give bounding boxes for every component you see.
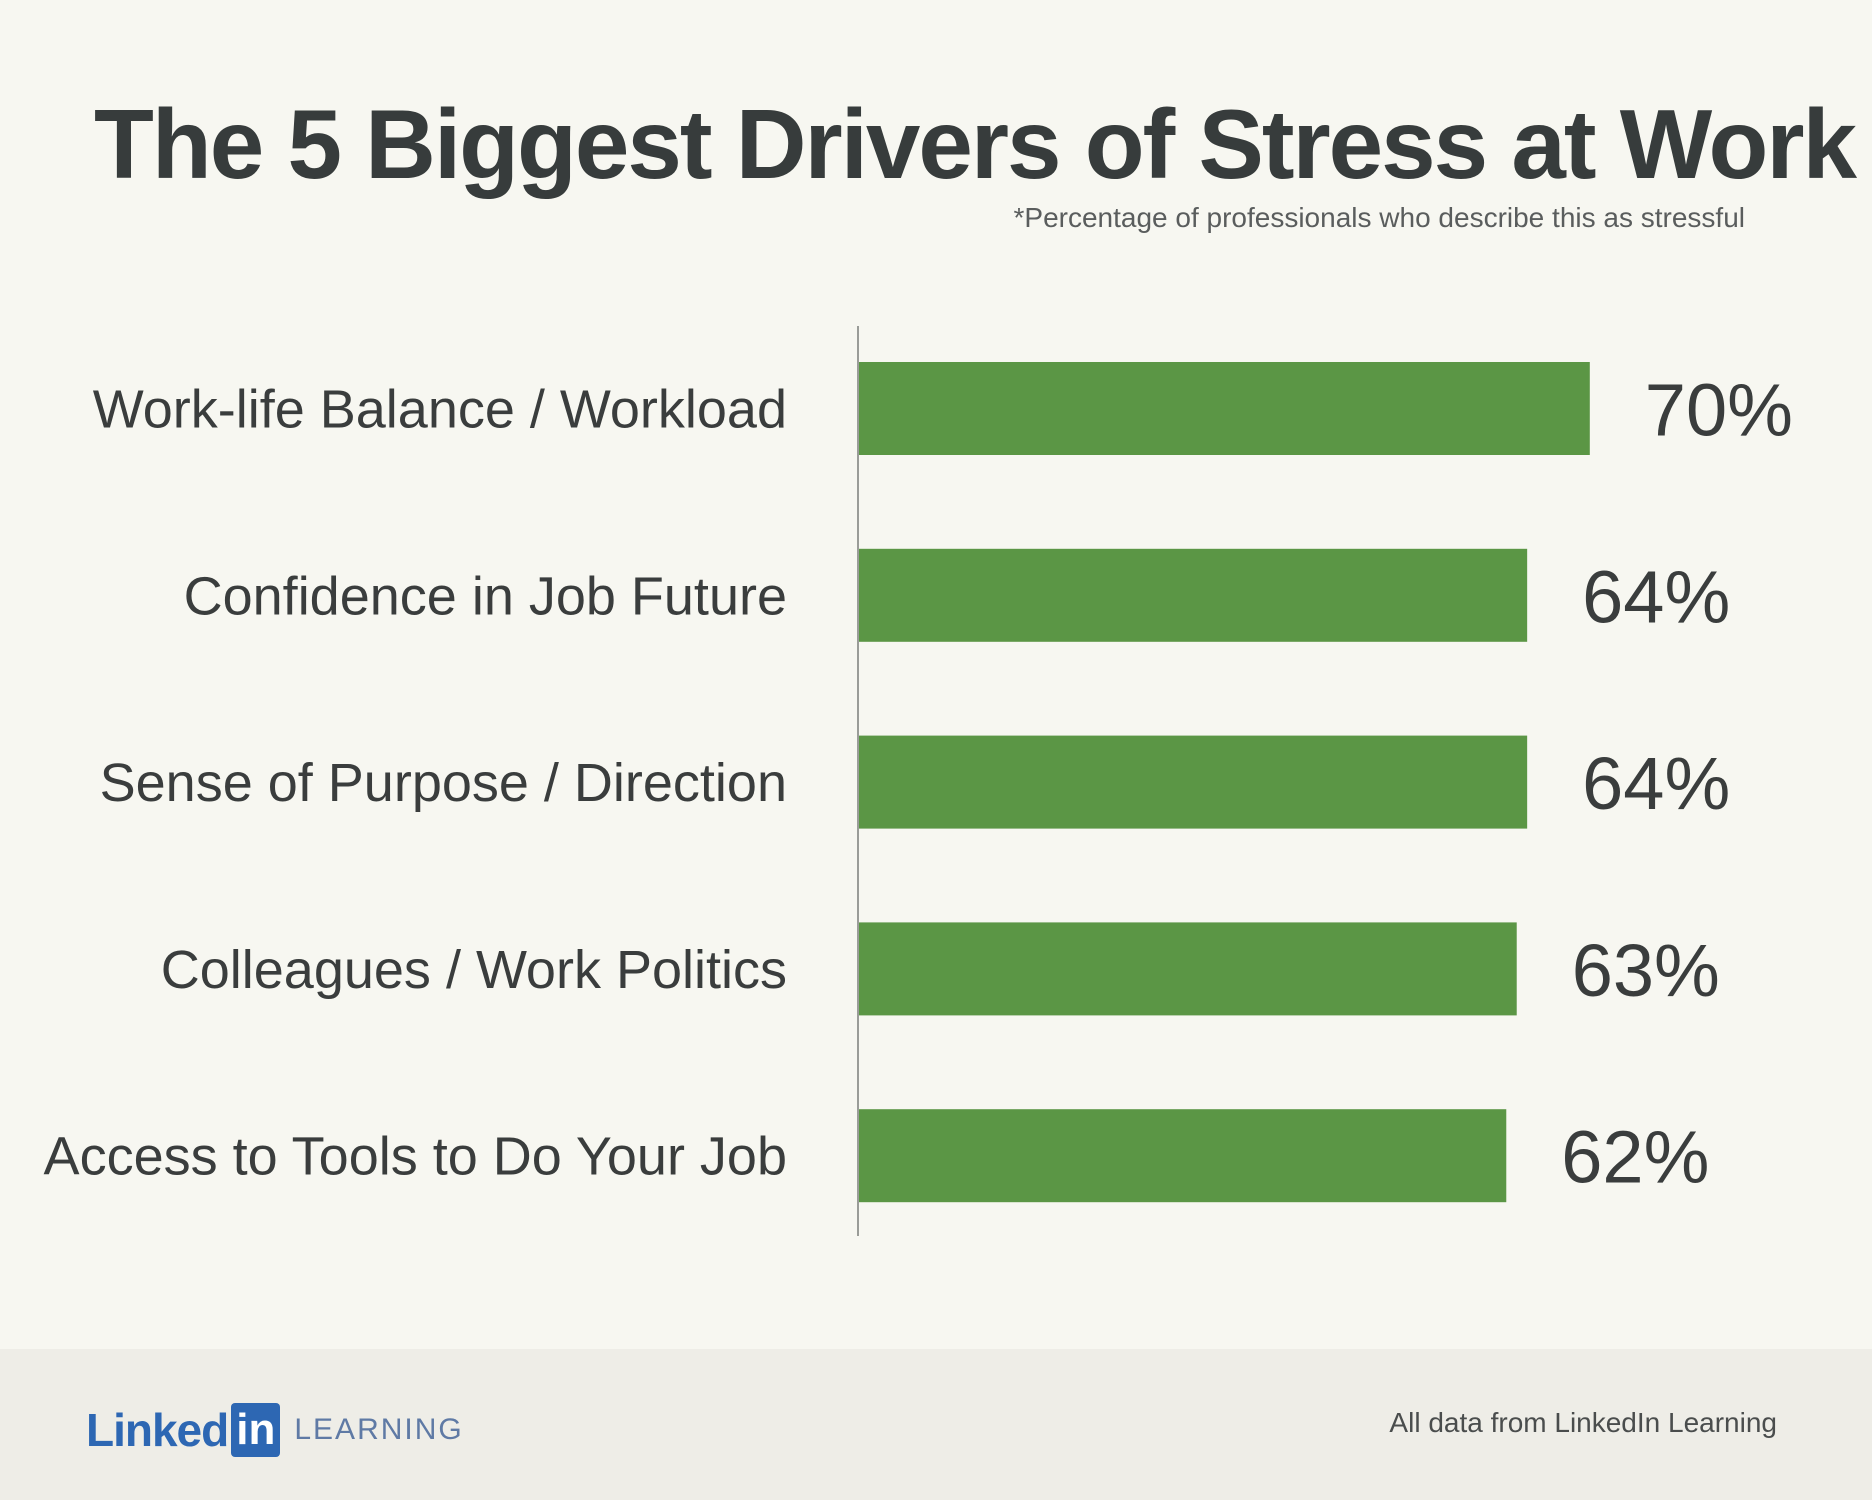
category-label: Colleagues / Work Politics <box>161 940 787 1000</box>
bar-0 <box>859 362 1590 455</box>
bar-chart: Work-life Balance / Workload 70% Confidenc… <box>44 326 1793 1236</box>
category-label: Access to Tools to Do Your Job <box>44 1127 787 1187</box>
value-label: 64% <box>1582 555 1730 638</box>
value-label: 64% <box>1582 742 1730 825</box>
logo-learning-text: LEARNING <box>294 1413 464 1446</box>
category-label: Sense of Purpose / Direction <box>100 753 787 813</box>
bar-3 <box>859 922 1517 1016</box>
chart-subtitle: *Percentage of professionals who describ… <box>1013 202 1746 233</box>
category-label: Confidence in Job Future <box>184 566 787 626</box>
linkedin-learning-logo: Linked in LEARNING <box>86 1403 464 1457</box>
footer: Linked in LEARNING All data from LinkedI… <box>0 1349 1872 1500</box>
chart-title: The 5 Biggest Drivers of Stress at Work <box>94 89 1857 199</box>
value-label: 62% <box>1561 1116 1709 1199</box>
value-label: 70% <box>1645 369 1793 452</box>
bar-2 <box>859 735 1528 829</box>
source-note: All data from LinkedIn Learning <box>1389 1407 1777 1438</box>
category-label: Work-life Balance / Workload <box>93 380 787 440</box>
bar-4 <box>859 1109 1507 1203</box>
bar-1 <box>859 548 1528 642</box>
value-label: 63% <box>1572 929 1720 1012</box>
logo-linked-text: Linked <box>86 1404 229 1456</box>
logo-in-icon: in <box>231 1403 281 1457</box>
